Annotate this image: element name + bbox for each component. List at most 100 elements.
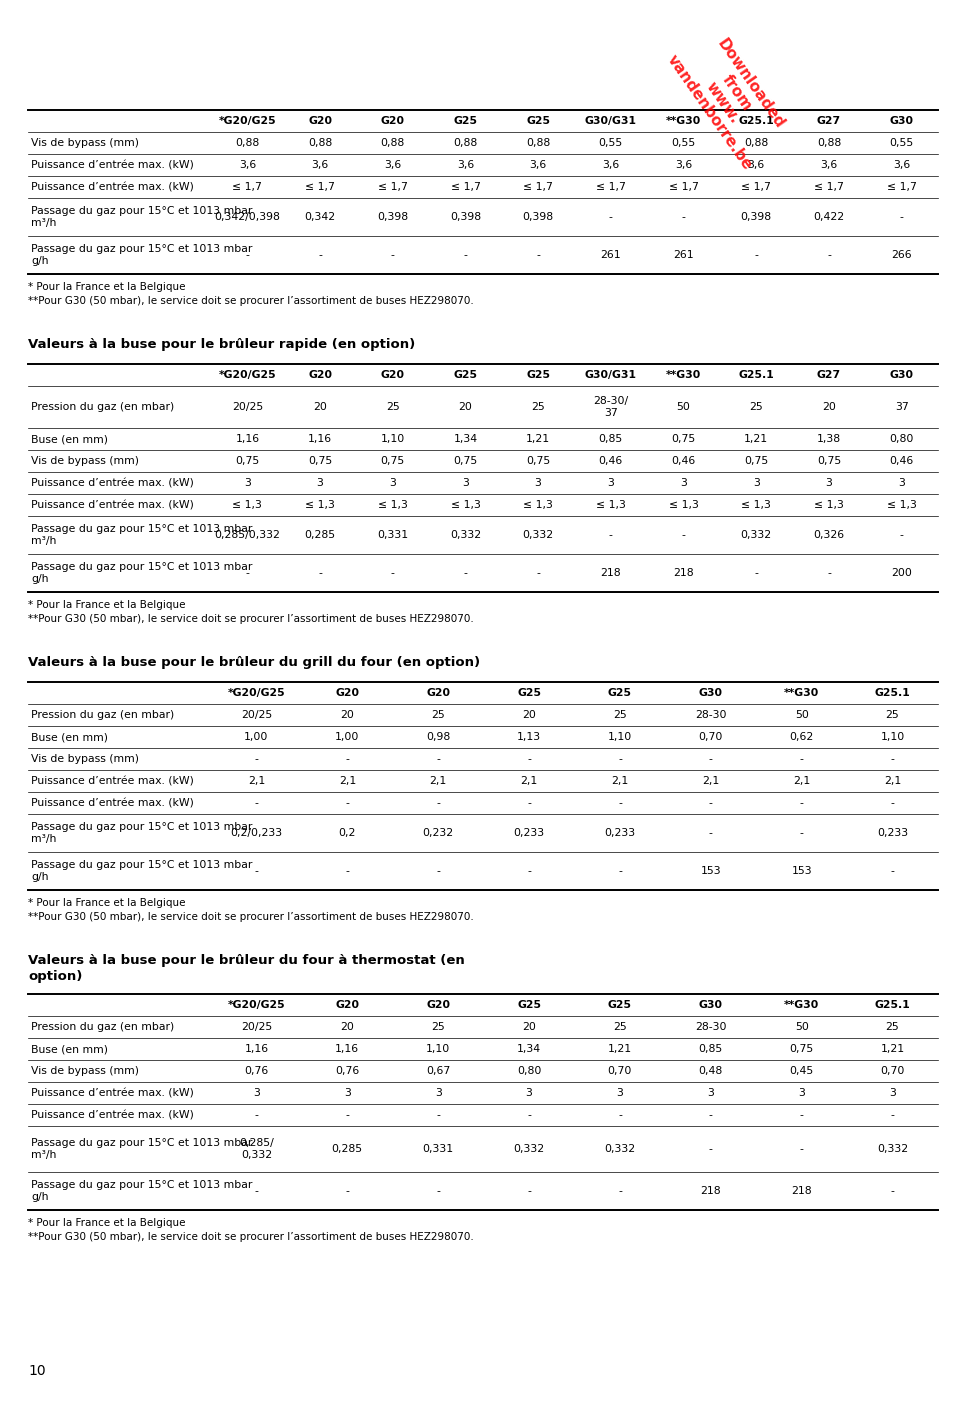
Text: G30: G30 bbox=[699, 688, 723, 698]
Text: -: - bbox=[618, 798, 622, 808]
Text: -: - bbox=[800, 828, 804, 838]
Text: 3: 3 bbox=[535, 478, 541, 488]
Text: 266: 266 bbox=[891, 250, 912, 259]
Text: 0,233: 0,233 bbox=[514, 828, 544, 838]
Text: 1,10: 1,10 bbox=[426, 1044, 450, 1054]
Text: ≤ 1,7: ≤ 1,7 bbox=[523, 182, 553, 191]
Text: 1,16: 1,16 bbox=[335, 1044, 359, 1054]
Text: 1,34: 1,34 bbox=[517, 1044, 541, 1054]
Text: 2,1: 2,1 bbox=[702, 776, 719, 786]
Text: ≤ 1,7: ≤ 1,7 bbox=[668, 182, 699, 191]
Text: 1,34: 1,34 bbox=[453, 434, 477, 444]
Text: Vis de bypass (mm): Vis de bypass (mm) bbox=[31, 138, 139, 147]
Text: 3: 3 bbox=[899, 478, 905, 488]
Text: 20/25: 20/25 bbox=[231, 401, 263, 413]
Text: 3: 3 bbox=[753, 478, 759, 488]
Text: 0,76: 0,76 bbox=[335, 1066, 359, 1076]
Text: *G20/G25: *G20/G25 bbox=[219, 370, 276, 380]
Text: 1,21: 1,21 bbox=[608, 1044, 632, 1054]
Text: ≤ 1,3: ≤ 1,3 bbox=[450, 501, 480, 510]
Text: 0,46: 0,46 bbox=[599, 457, 623, 467]
Text: 1,10: 1,10 bbox=[608, 732, 632, 742]
Text: Passage du gaz pour 15°C et 1013 mbar
g/h: Passage du gaz pour 15°C et 1013 mbar g/… bbox=[31, 562, 252, 584]
Text: -: - bbox=[827, 569, 831, 579]
Text: 0,285/0,332: 0,285/0,332 bbox=[214, 530, 280, 540]
Text: G30: G30 bbox=[890, 116, 914, 126]
Text: 1,16: 1,16 bbox=[308, 434, 332, 444]
Text: 3: 3 bbox=[317, 478, 324, 488]
Text: Puissance d’entrée max. (kW): Puissance d’entrée max. (kW) bbox=[31, 478, 194, 488]
Text: ≤ 1,7: ≤ 1,7 bbox=[596, 182, 626, 191]
Text: *G20/G25: *G20/G25 bbox=[228, 688, 285, 698]
Text: G25: G25 bbox=[608, 1000, 632, 1010]
Text: -: - bbox=[900, 213, 903, 223]
Text: 25: 25 bbox=[886, 710, 900, 720]
Text: 1,16: 1,16 bbox=[245, 1044, 269, 1054]
Text: G27: G27 bbox=[817, 370, 841, 380]
Text: 0,232: 0,232 bbox=[422, 828, 454, 838]
Text: Passage du gaz pour 15°C et 1013 mbar
g/h: Passage du gaz pour 15°C et 1013 mbar g/… bbox=[31, 1180, 252, 1202]
Text: 20: 20 bbox=[341, 1022, 354, 1032]
Text: 3,6: 3,6 bbox=[602, 160, 619, 170]
Text: -: - bbox=[682, 530, 685, 540]
Text: 0,88: 0,88 bbox=[308, 138, 332, 147]
Text: -: - bbox=[708, 828, 712, 838]
Text: 2,1: 2,1 bbox=[612, 776, 629, 786]
Text: 37: 37 bbox=[895, 401, 908, 413]
Text: 218: 218 bbox=[673, 569, 694, 579]
Text: -: - bbox=[464, 250, 468, 259]
Text: 3,6: 3,6 bbox=[239, 160, 256, 170]
Text: -: - bbox=[755, 250, 758, 259]
Text: Vis de bypass (mm): Vis de bypass (mm) bbox=[31, 457, 139, 467]
Text: 3,6: 3,6 bbox=[821, 160, 837, 170]
Text: 10: 10 bbox=[28, 1364, 46, 1378]
Text: 0,326: 0,326 bbox=[813, 530, 845, 540]
Text: **G30: **G30 bbox=[666, 370, 701, 380]
Text: Puissance d’entrée max. (kW): Puissance d’entrée max. (kW) bbox=[31, 501, 194, 510]
Text: 218: 218 bbox=[701, 1185, 721, 1195]
Text: 20: 20 bbox=[822, 401, 836, 413]
Text: 50: 50 bbox=[795, 1022, 808, 1032]
Text: -: - bbox=[708, 1110, 712, 1120]
Text: ≤ 1,7: ≤ 1,7 bbox=[232, 182, 262, 191]
Text: 0,331: 0,331 bbox=[377, 530, 408, 540]
Text: 0,285/
0,332: 0,285/ 0,332 bbox=[239, 1139, 274, 1160]
Text: -: - bbox=[800, 754, 804, 764]
Text: G20: G20 bbox=[335, 688, 359, 698]
Text: 3: 3 bbox=[616, 1088, 623, 1098]
Text: 25: 25 bbox=[531, 401, 545, 413]
Text: 0,332: 0,332 bbox=[877, 1144, 908, 1154]
Text: G25: G25 bbox=[453, 370, 477, 380]
Text: Puissance d’entrée max. (kW): Puissance d’entrée max. (kW) bbox=[31, 776, 194, 786]
Text: 0,75: 0,75 bbox=[789, 1044, 814, 1054]
Text: 3: 3 bbox=[344, 1088, 350, 1098]
Text: Pression du gaz (en mbar): Pression du gaz (en mbar) bbox=[31, 1022, 175, 1032]
Text: *G20/G25: *G20/G25 bbox=[219, 116, 276, 126]
Text: 2,1: 2,1 bbox=[793, 776, 810, 786]
Text: -: - bbox=[708, 798, 712, 808]
Text: G20: G20 bbox=[308, 116, 332, 126]
Text: 0,55: 0,55 bbox=[890, 138, 914, 147]
Text: Passage du gaz pour 15°C et 1013 mbar
m³/h: Passage du gaz pour 15°C et 1013 mbar m³… bbox=[31, 525, 252, 546]
Text: 0,422: 0,422 bbox=[813, 213, 845, 223]
Text: ≤ 1,7: ≤ 1,7 bbox=[305, 182, 335, 191]
Text: 0,75: 0,75 bbox=[380, 457, 405, 467]
Text: ≤ 1,3: ≤ 1,3 bbox=[814, 501, 844, 510]
Text: 0,75: 0,75 bbox=[671, 434, 696, 444]
Text: -: - bbox=[682, 213, 685, 223]
Text: 20: 20 bbox=[522, 710, 536, 720]
Text: -: - bbox=[254, 1110, 258, 1120]
Text: ≤ 1,3: ≤ 1,3 bbox=[305, 501, 335, 510]
Text: 0,285: 0,285 bbox=[304, 530, 336, 540]
Text: Puissance d’entrée max. (kW): Puissance d’entrée max. (kW) bbox=[31, 182, 194, 191]
Text: G25: G25 bbox=[526, 116, 550, 126]
Text: -: - bbox=[609, 213, 612, 223]
Text: Valeurs à la buse pour le brûleur du grill du four (en option): Valeurs à la buse pour le brûleur du gri… bbox=[28, 657, 480, 669]
Text: -: - bbox=[755, 569, 758, 579]
Text: 2,1: 2,1 bbox=[429, 776, 446, 786]
Text: 0,85: 0,85 bbox=[699, 1044, 723, 1054]
Text: -: - bbox=[254, 798, 258, 808]
Text: -: - bbox=[527, 798, 531, 808]
Text: 0,332: 0,332 bbox=[605, 1144, 636, 1154]
Text: 0,398: 0,398 bbox=[450, 213, 481, 223]
